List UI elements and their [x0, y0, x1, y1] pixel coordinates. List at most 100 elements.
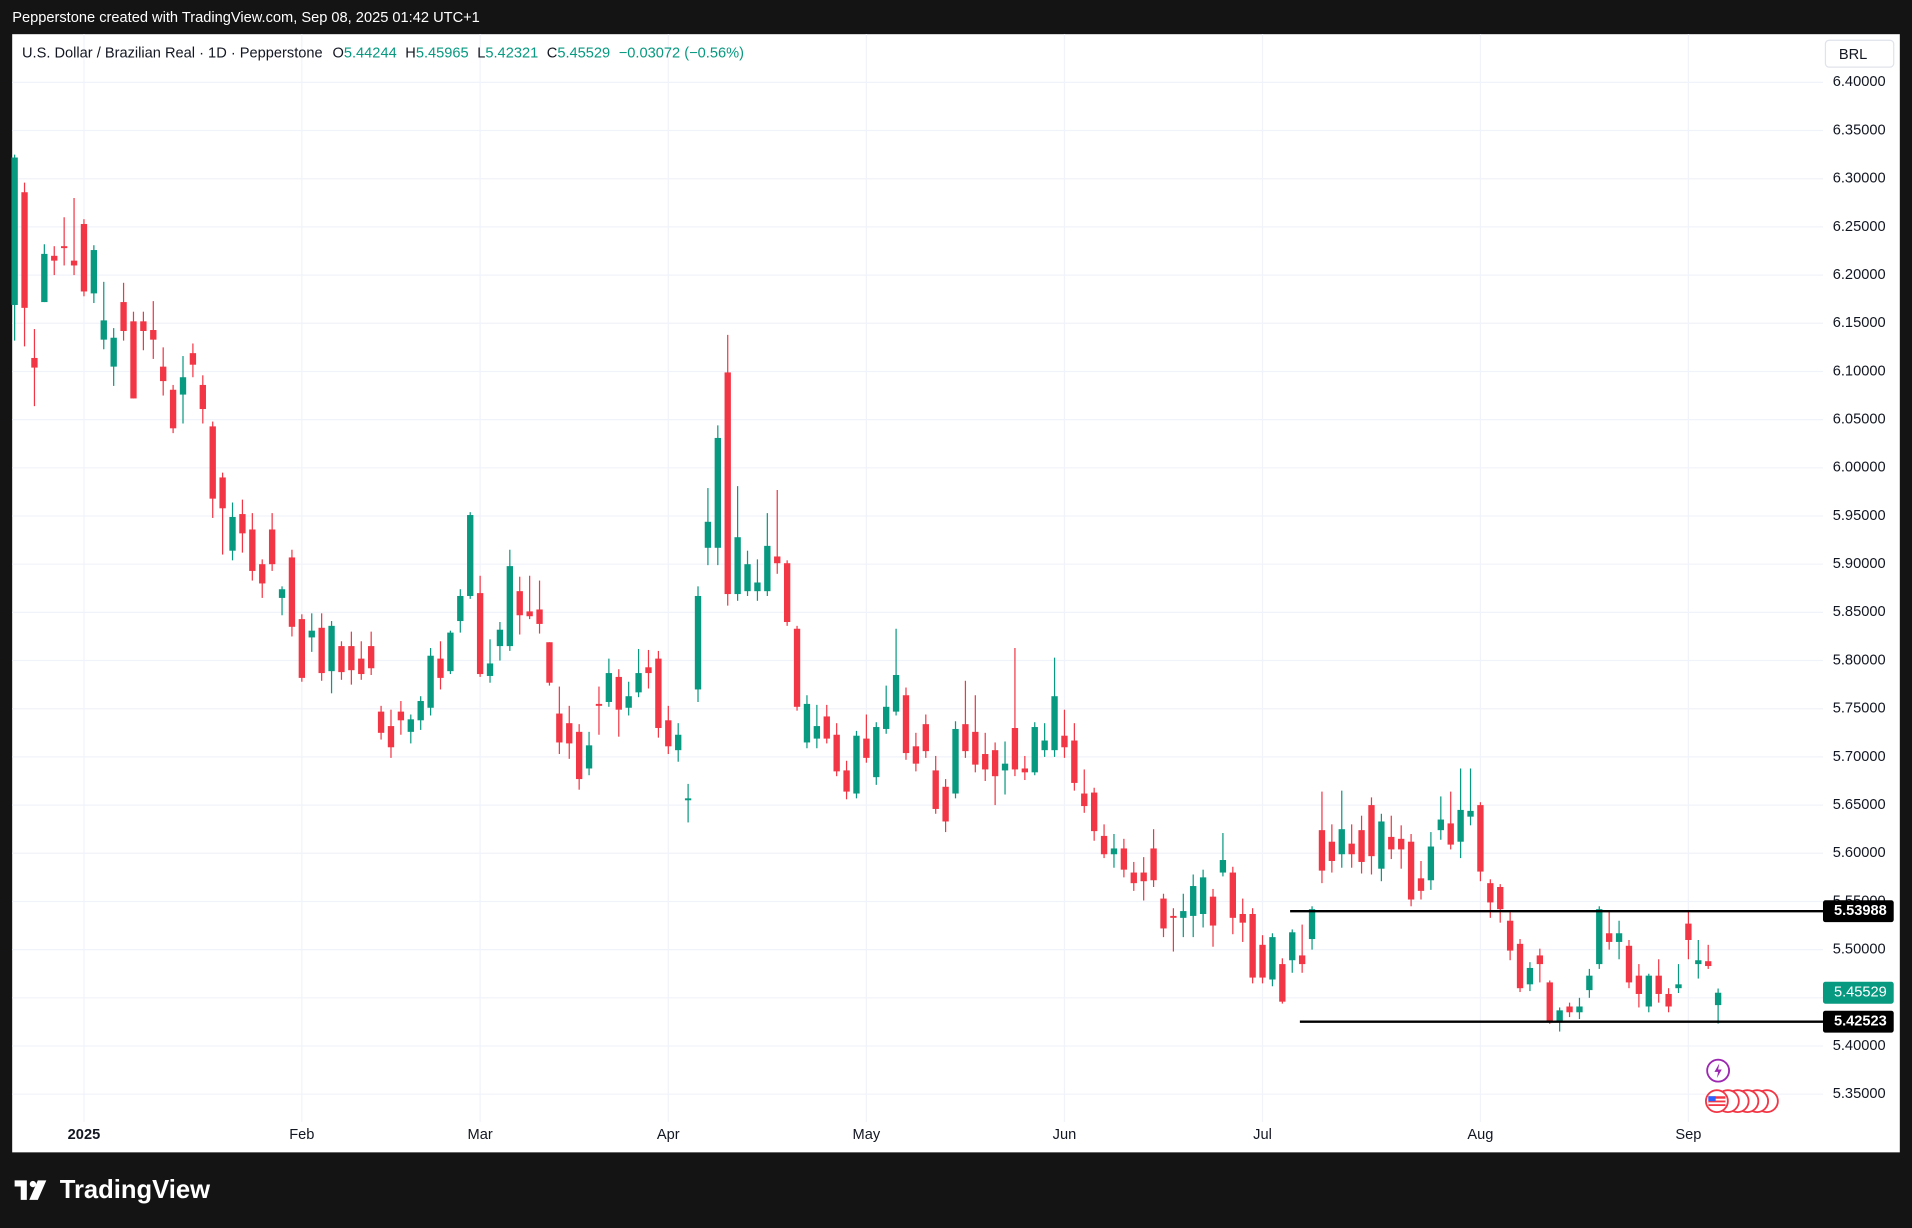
x-tick-label: Aug: [1467, 1127, 1493, 1143]
logo-mark: [14, 1180, 27, 1200]
brand-logo: [14, 1180, 47, 1200]
candle-body: [90, 250, 98, 294]
y-tick-label: 6.15000: [1833, 315, 1886, 331]
candle-body: [843, 770, 850, 792]
candle-body: [1061, 735, 1068, 748]
candle-body: [704, 521, 712, 548]
candle-body: [1130, 872, 1137, 884]
candle-body: [288, 557, 296, 627]
x-tick-label: Apr: [657, 1127, 680, 1143]
candle-body: [1249, 913, 1256, 978]
y-tick-label: 6.10000: [1833, 363, 1886, 379]
candle-body: [496, 629, 504, 647]
y-tick-label: 5.35000: [1833, 1086, 1886, 1102]
symbol-title: U.S. Dollar / Brazilian Real · 1D · Pepp…: [22, 46, 323, 62]
logo-dot: [29, 1180, 37, 1188]
candle-body: [1378, 821, 1385, 869]
candle-body: [684, 798, 692, 801]
candle-body: [516, 591, 523, 616]
candle-body: [1506, 920, 1514, 951]
flag-canton: [1708, 1096, 1716, 1102]
last-price-bg: [1822, 981, 1894, 1004]
candle-body: [1526, 967, 1534, 985]
candle-body: [1140, 872, 1147, 882]
flag-stripe: [1708, 1102, 1726, 1105]
candle-body: [189, 353, 197, 365]
candle-body: [536, 609, 543, 624]
candle-body: [1358, 830, 1365, 862]
candle-body: [1407, 841, 1415, 900]
candle-body: [1259, 944, 1266, 978]
candle-body: [70, 260, 78, 266]
candle-body: [863, 738, 870, 758]
candle-body: [150, 330, 157, 340]
y-tick-label: 5.90000: [1833, 556, 1886, 572]
candle-body: [942, 786, 949, 822]
y-tick-label: 6.25000: [1833, 219, 1886, 235]
candle-body: [140, 321, 147, 331]
ohlc-label: H: [405, 46, 416, 62]
candle-body: [665, 720, 672, 747]
y-tick-label: 5.85000: [1833, 604, 1886, 620]
candle-body: [714, 437, 721, 548]
y-tick-label: 6.00000: [1833, 460, 1886, 476]
candle-body: [1596, 909, 1603, 965]
candle-body: [1487, 883, 1494, 903]
chart-panel: [12, 34, 1900, 1153]
candle-body: [60, 246, 68, 249]
candle-body: [1071, 740, 1078, 783]
candle-body: [1051, 696, 1058, 751]
candle-body: [932, 770, 939, 809]
currency-box[interactable]: [1824, 39, 1895, 68]
ohlc-value: 5.45529: [557, 46, 610, 62]
candle-body: [1180, 911, 1187, 918]
y-tick-label: 5.75000: [1833, 701, 1886, 717]
candle-body: [209, 426, 216, 499]
y-tick-label: 5.70000: [1833, 749, 1886, 765]
x-tick-label: Jul: [1253, 1127, 1272, 1143]
candle-body: [1269, 937, 1276, 980]
candle-body: [1497, 887, 1504, 910]
candle-body: [635, 673, 642, 693]
candle-body: [1011, 728, 1019, 770]
y-tick-label: 6.35000: [1833, 122, 1886, 138]
candle-body: [1586, 975, 1593, 991]
candle-body: [1001, 763, 1009, 771]
candle-body: [1120, 848, 1128, 870]
candle-body: [1437, 819, 1444, 831]
candle-body: [110, 337, 117, 367]
candle-body: [476, 593, 484, 675]
candle-body: [268, 529, 276, 565]
candle-body: [387, 726, 395, 748]
candle-body: [486, 663, 494, 676]
ohlc-label: O: [332, 46, 343, 62]
y-tick-label: 5.50000: [1833, 941, 1886, 957]
currency[interactable]: BRL: [1839, 47, 1867, 63]
candle-body: [982, 754, 989, 770]
candle-body: [892, 675, 900, 712]
logo-mark: [29, 1180, 47, 1200]
candle-body: [100, 320, 107, 340]
candle-body: [1516, 943, 1524, 989]
candle-body: [1041, 740, 1048, 751]
candle-body: [169, 389, 177, 429]
candle-body: [655, 658, 662, 729]
candle-body: [51, 255, 58, 261]
candle-body: [1100, 835, 1108, 855]
candle-body: [1081, 793, 1088, 807]
y-tick-label: 5.80000: [1833, 652, 1886, 668]
candle-body: [1685, 923, 1692, 941]
candle-body: [902, 695, 910, 754]
candle-body: [328, 625, 335, 672]
candle-body: [1417, 878, 1425, 891]
candle-body: [1190, 886, 1197, 916]
candle-body: [1447, 823, 1454, 845]
candle-body: [1229, 872, 1236, 918]
candle-body: [754, 582, 761, 592]
candle-body: [694, 595, 702, 690]
candle-body: [1279, 964, 1286, 1002]
candle-body: [199, 384, 206, 410]
candle-body: [625, 696, 632, 708]
